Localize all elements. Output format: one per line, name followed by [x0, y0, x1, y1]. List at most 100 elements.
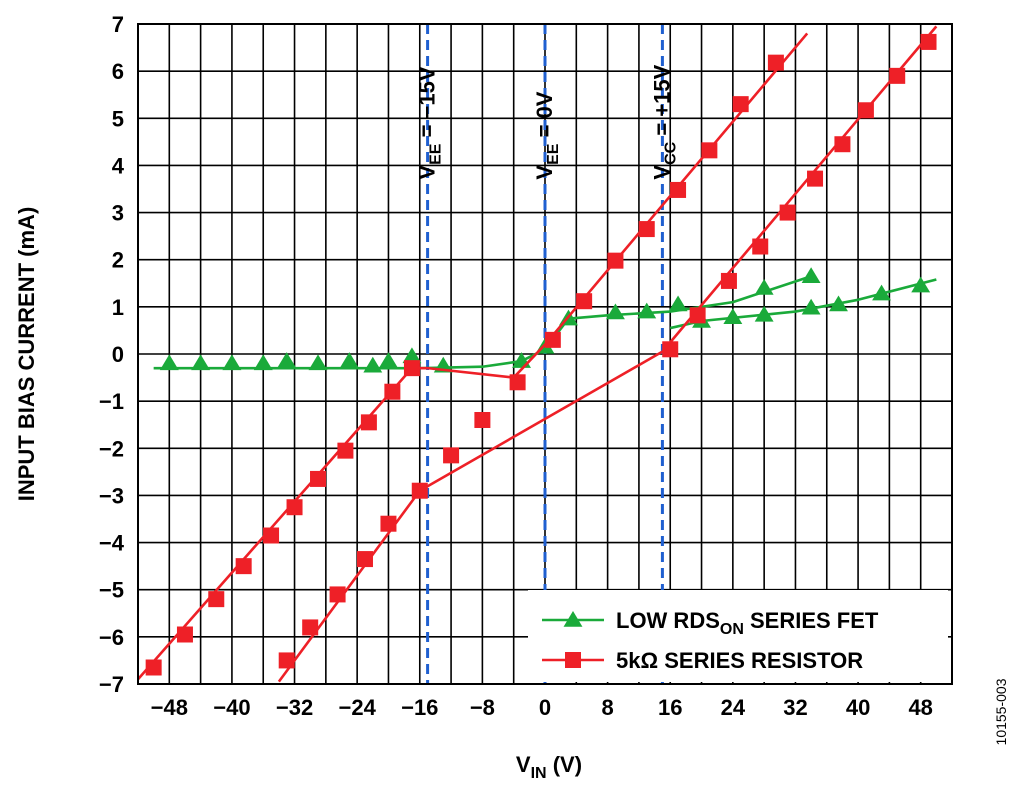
data-point-fet	[363, 356, 383, 373]
supply-reference-label: VEE = −15V	[415, 66, 445, 179]
data-point-resistor	[380, 515, 397, 532]
legend-marker-fet	[563, 611, 583, 627]
x-tick-label: 0	[539, 695, 551, 720]
y-tick-label: −6	[99, 625, 124, 650]
x-tick-label: 32	[783, 695, 807, 720]
series-resistor-2	[137, 32, 809, 681]
data-point-fet	[339, 352, 359, 368]
series-fet-1	[669, 276, 937, 330]
y-tick-label: −3	[99, 483, 124, 508]
y-tick-label: 1	[112, 295, 124, 320]
data-point-fet	[159, 354, 179, 371]
y-tick-label: 0	[112, 342, 124, 367]
y-tick-label: −7	[99, 672, 124, 697]
data-point-resistor	[337, 442, 354, 459]
data-point-fet	[379, 352, 398, 368]
y-tick-label: −2	[99, 436, 124, 461]
data-point-fet	[872, 284, 892, 301]
data-point-fet	[277, 352, 297, 368]
data-point-resistor	[286, 499, 303, 516]
data-point-resistor	[310, 470, 327, 487]
data-point-resistor	[509, 374, 526, 391]
data-point-fet	[754, 279, 774, 295]
series-group	[137, 25, 938, 683]
data-point-fet	[308, 354, 328, 371]
data-point-resistor	[208, 591, 225, 608]
supply-reference-label: VCC = +15V	[649, 64, 679, 179]
data-point-resistor	[889, 67, 906, 84]
data-point-resistor	[235, 558, 252, 575]
x-tick-label: −24	[338, 695, 376, 720]
data-point-resistor	[360, 414, 377, 431]
supply-reference-label: VEE = 0V	[532, 91, 562, 179]
data-point-resistor	[857, 102, 874, 119]
series-line-fet	[669, 278, 937, 330]
data-point-resistor	[638, 221, 655, 238]
y-tick-label: 6	[112, 59, 124, 84]
data-point-resistor	[807, 170, 824, 187]
x-tick-label: −40	[213, 695, 250, 720]
reference-lines: VEE = −15V VEE = 0V VCC = +15V	[415, 24, 679, 684]
y-tick-labels: −7 −6 −5 −4 −3 −2 −1 0 1 2 3 4 5 6 7	[99, 12, 125, 697]
x-tick-label: 40	[846, 695, 870, 720]
legend: LOW RDSON SERIES FET 5kΩ SERIES RESISTOR	[528, 590, 948, 682]
data-point-resistor	[920, 33, 937, 50]
x-axis-label: VIN (V)	[516, 752, 582, 782]
data-point-fet	[723, 308, 743, 324]
data-point-resistor	[689, 307, 706, 324]
data-point-resistor	[701, 142, 718, 159]
data-point-resistor	[779, 204, 796, 221]
series-line-resistor	[277, 25, 938, 683]
data-point-fet	[829, 295, 848, 312]
x-tick-labels: −48 −40 −32 −24 −16 −8 0 8 16 24 32 40 48	[151, 695, 933, 720]
legend-label-fet: LOW RDSON SERIES FET	[616, 608, 879, 638]
x-tick-label: 16	[658, 695, 682, 720]
data-point-fet	[402, 347, 422, 364]
y-tick-label: −1	[99, 389, 124, 414]
data-point-resistor	[767, 54, 784, 71]
data-point-resistor	[384, 383, 401, 400]
data-point-fet	[754, 305, 774, 322]
data-point-fet	[222, 354, 242, 371]
y-tick-label: 3	[112, 201, 124, 226]
series-line-resistor	[137, 32, 809, 681]
data-point-fet	[801, 298, 821, 315]
data-point-resistor	[544, 331, 561, 348]
data-point-resistor	[752, 238, 769, 255]
x-tick-label: −32	[276, 695, 313, 720]
data-point-resistor	[356, 551, 373, 568]
data-point-resistor	[329, 586, 346, 603]
y-tick-label: 5	[112, 106, 124, 131]
data-point-resistor	[720, 272, 737, 289]
data-point-resistor	[302, 619, 319, 636]
figure-id: 10155-003	[993, 678, 1009, 745]
y-axis-label: INPUT BIAS CURRENT (mA)	[14, 207, 39, 502]
y-tick-label: 7	[112, 12, 124, 37]
plot-frame	[137, 23, 953, 685]
series-resistor-3	[277, 25, 938, 683]
data-point-resistor	[176, 626, 193, 643]
data-point-resistor	[732, 96, 749, 113]
data-point-resistor	[576, 293, 593, 310]
legend-marker-resistor	[565, 652, 581, 668]
data-point-resistor	[670, 181, 687, 198]
data-point-fet	[801, 267, 821, 283]
data-point-resistor	[607, 252, 624, 269]
data-point-resistor	[474, 412, 491, 428]
data-point-fet	[911, 276, 931, 293]
x-tick-label: −8	[470, 695, 495, 720]
data-point-resistor	[662, 341, 679, 358]
y-tick-label: 4	[112, 153, 125, 178]
data-point-fet	[253, 354, 273, 371]
data-point-fet	[605, 303, 625, 320]
data-point-fet	[637, 302, 657, 319]
y-tick-label: 2	[112, 248, 124, 273]
x-tick-label: 24	[721, 695, 746, 720]
legend-label-resistor: 5kΩ SERIES RESISTOR	[616, 648, 863, 673]
data-point-resistor	[278, 652, 295, 669]
x-tick-label: 48	[908, 695, 932, 720]
x-tick-label: 8	[601, 695, 613, 720]
x-tick-label: −48	[151, 695, 188, 720]
y-tick-label: −5	[99, 578, 124, 603]
